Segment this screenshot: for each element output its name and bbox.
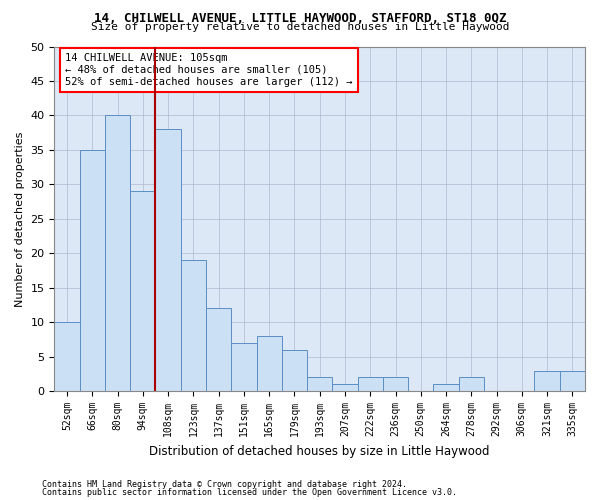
X-axis label: Distribution of detached houses by size in Little Haywood: Distribution of detached houses by size …: [149, 444, 490, 458]
Bar: [535, 370, 560, 391]
Bar: [231, 343, 257, 391]
Bar: [282, 350, 307, 391]
Bar: [155, 129, 181, 391]
Bar: [55, 322, 80, 391]
Bar: [332, 384, 358, 391]
Bar: [307, 378, 332, 391]
Text: Size of property relative to detached houses in Little Haywood: Size of property relative to detached ho…: [91, 22, 509, 32]
Bar: [181, 260, 206, 391]
Bar: [560, 370, 585, 391]
Text: Contains public sector information licensed under the Open Government Licence v3: Contains public sector information licen…: [42, 488, 457, 497]
Bar: [383, 378, 408, 391]
Bar: [130, 192, 155, 391]
Bar: [358, 378, 383, 391]
Text: 14, CHILWELL AVENUE, LITTLE HAYWOOD, STAFFORD, ST18 0QZ: 14, CHILWELL AVENUE, LITTLE HAYWOOD, STA…: [94, 12, 506, 26]
Bar: [433, 384, 458, 391]
Bar: [80, 150, 105, 391]
Text: Contains HM Land Registry data © Crown copyright and database right 2024.: Contains HM Land Registry data © Crown c…: [42, 480, 407, 489]
Bar: [206, 308, 231, 391]
Y-axis label: Number of detached properties: Number of detached properties: [15, 131, 25, 306]
Bar: [105, 116, 130, 391]
Text: 14 CHILWELL AVENUE: 105sqm
← 48% of detached houses are smaller (105)
52% of sem: 14 CHILWELL AVENUE: 105sqm ← 48% of deta…: [65, 54, 353, 86]
Bar: [458, 378, 484, 391]
Bar: [257, 336, 282, 391]
